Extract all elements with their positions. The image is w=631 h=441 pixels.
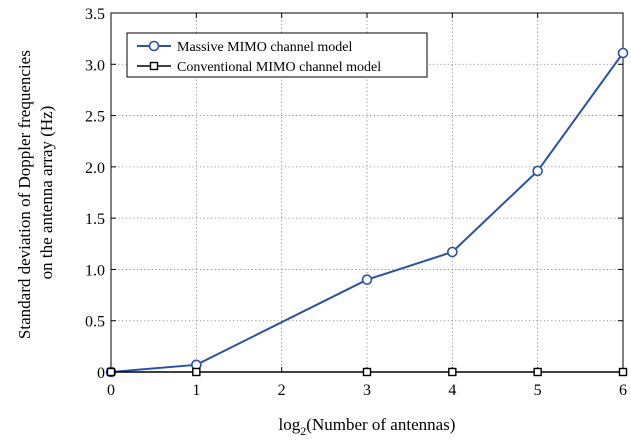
- series-line: [110, 52, 624, 373]
- axis-ticks: 0 1 2 3 4 5 6 0 0.5 1.0 1.5 2.0 2.5 3.0 3.5: [85, 6, 627, 399]
- y-tick-label: 2.5: [85, 109, 105, 126]
- x-tick-label: 1: [192, 382, 200, 399]
- data-point: [533, 367, 542, 377]
- data-point: [361, 274, 373, 285]
- x-tick-label: 5: [534, 382, 542, 399]
- data-point: [192, 367, 201, 377]
- legend-box: [126, 32, 428, 78]
- x-tick-label: 6: [619, 382, 627, 399]
- legend-item: Conventional MIMO channel model: [137, 60, 381, 75]
- data-point: [617, 47, 629, 59]
- data-point: [532, 165, 543, 177]
- series-layer: [105, 47, 629, 378]
- x-tick-label: 3: [363, 382, 371, 399]
- legend-label: Conventional MIMO channel model: [177, 60, 381, 75]
- series-1: [105, 47, 629, 378]
- y-tick-label: 0: [97, 365, 105, 382]
- data-point: [362, 367, 372, 377]
- y-tick-label: 3.0: [85, 57, 105, 74]
- x-axis-label: log2(Number of antennas): [279, 415, 456, 438]
- data-point: [448, 367, 457, 377]
- legend-swatch-marker: [148, 40, 160, 52]
- legend: Massive MIMO channel model Conventional M…: [126, 32, 428, 78]
- data-point: [106, 367, 116, 377]
- y-axis-label: Standard deviation of Doppler frequencie…: [15, 46, 56, 339]
- legend-swatch-marker: [149, 61, 159, 71]
- y-tick-label: 0.5: [85, 314, 105, 331]
- legend-label: Massive MIMO channel model: [177, 40, 352, 55]
- y-tick-label: 1.5: [85, 211, 105, 228]
- series-2: [106, 367, 628, 377]
- y-tick-label: 2.0: [85, 160, 105, 177]
- y-tick-label: 3.5: [85, 6, 105, 23]
- data-point: [447, 246, 458, 258]
- legend-item: Massive MIMO channel model: [137, 40, 352, 55]
- x-tick-label: 4: [448, 382, 456, 399]
- x-tick-label: 2: [278, 382, 286, 399]
- x-tick-label: 0: [107, 382, 115, 399]
- data-point: [618, 367, 628, 377]
- y-tick-label: 1.0: [85, 262, 105, 279]
